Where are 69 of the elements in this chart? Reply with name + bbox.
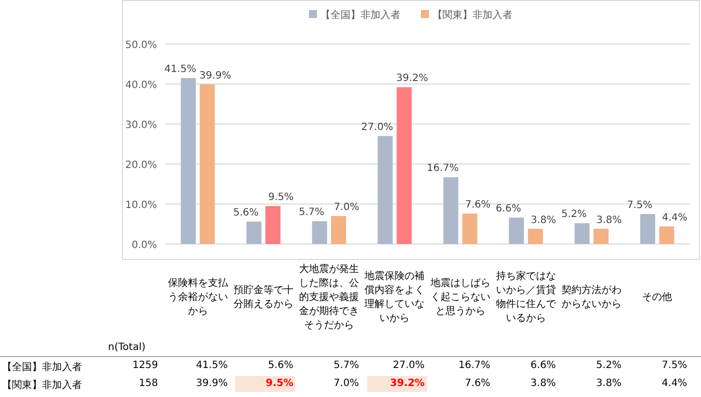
category: 預貯金等で十分賄えるから [232,284,294,312]
text: 4.4% [662,212,688,224]
text: 39.9% [199,70,232,82]
category: 保険料を支払う余裕がないから [166,276,229,319]
text: 7.5% [626,200,652,211]
y-tick-label: 20.0% [125,160,157,171]
legend-label: 【関東】非加入者 [432,10,512,21]
legend-label: 【全国】非加入者 [320,10,400,21]
category: 契約方法がわからないから [560,284,623,312]
table-value: 7.5% [660,359,688,373]
category: 地震はしばらく起こらないと思うから [429,276,492,319]
text: 3.8% [596,214,622,226]
table-value: 7.0% [332,377,360,391]
bar [594,228,609,244]
bar [180,78,196,244]
table-value: 9.5% [235,376,296,392]
bar [640,214,656,244]
category: 地震保険の補償内容をよく理解していないから [364,270,426,326]
bar [528,228,543,244]
y-tick-label: 30.0% [125,120,157,131]
bar [378,136,393,244]
table-value: 39.9% [195,377,229,391]
table-value: 27.0% [392,359,426,373]
table-value: 16.7% [458,359,492,373]
y-tick-label: 10.0% [125,200,157,211]
annotation: 158 [138,378,158,389]
table-value: 3.8% [530,377,557,391]
row-label: 【全国】非加入者 [2,360,82,374]
table-value: 6.6% [530,359,557,373]
row-label: 【関東】非加入者 [2,378,82,392]
annotation: 1259 [132,360,158,371]
table-value: 41.5% [195,359,229,373]
text: 5.7% [298,207,324,218]
annotation: n(Total) [108,342,146,353]
text: 7.6% [465,200,491,211]
table-value: 5.7% [332,359,360,373]
category: 持ち家ではないから／賃貸物件に住んでいるから [494,270,557,326]
text: 16.7% [426,163,459,174]
text: 6.6% [496,204,522,215]
text: 5.2% [561,209,587,220]
table-value: 4.4% [660,377,688,391]
table-value: 5.2% [595,359,623,373]
text: 41.5% [164,64,196,75]
category: その他 [641,291,674,305]
bar [508,218,524,244]
table-value: 7.6% [464,377,492,391]
text: 9.5% [268,192,294,203]
table-value: 5.6% [267,359,294,373]
bar [265,206,280,244]
bar [312,221,328,244]
y-tick-label: 40.0% [125,80,157,91]
bar [659,226,674,244]
text: 3.8% [530,214,556,226]
table-value: 39.2% [366,376,427,392]
bar [443,177,458,244]
bar [331,216,346,244]
text: 7.0% [334,202,360,213]
y-tick-label: 0.0% [132,240,157,251]
y-tick-label: 50.0% [125,40,157,51]
category: 大地震が発生した際は、公的支援や義援金が期待できそうだから [298,262,360,333]
bar [396,87,412,244]
text: 5.6% [233,208,259,219]
text: 39.2% [396,73,428,84]
bar [462,214,478,244]
bar [200,84,215,244]
text: 27.0% [361,122,394,133]
table-value: 3.8% [595,377,623,391]
bar [574,223,590,244]
bar [246,222,262,244]
